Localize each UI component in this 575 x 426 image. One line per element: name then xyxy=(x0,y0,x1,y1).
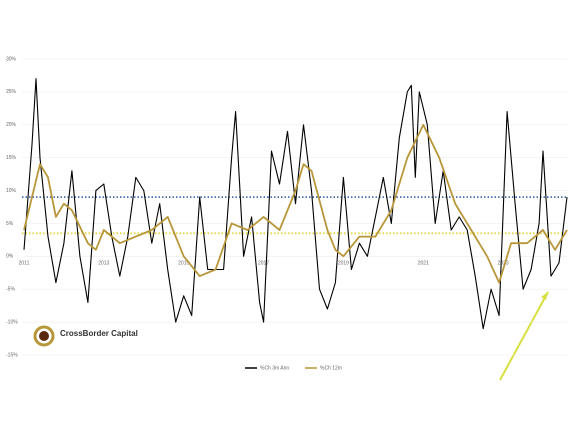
logo-core xyxy=(39,331,49,341)
y-tick-label: 0% xyxy=(6,254,14,260)
y-tick-label: 30% xyxy=(6,56,17,62)
y-tick-label: 25% xyxy=(6,89,17,95)
series-line xyxy=(23,78,568,330)
y-tick-label: 5% xyxy=(6,221,14,227)
logo-ring xyxy=(33,325,55,347)
x-tick-label: 2023 xyxy=(498,261,509,267)
legend-label: %Ch 12m xyxy=(320,365,342,371)
arrow-head xyxy=(541,292,548,300)
series-line xyxy=(23,123,568,284)
y-tick-label: -15% xyxy=(6,352,18,358)
x-tick-label: 2015 xyxy=(178,261,189,267)
x-tick-label: 2019 xyxy=(338,261,349,267)
x-tick-label: 2013 xyxy=(98,261,109,267)
logo: CrossBorder Capital xyxy=(33,325,138,347)
y-tick-label: 10% xyxy=(6,188,17,194)
y-tick-label: 20% xyxy=(6,122,17,128)
x-tick-label: 2011 xyxy=(19,261,30,267)
logo-text: CrossBorder Capital xyxy=(60,329,138,338)
arrow xyxy=(499,291,549,381)
x-tick-label: 2021 xyxy=(418,261,429,267)
y-tick-label: 15% xyxy=(6,155,17,161)
y-tick-label: -10% xyxy=(6,319,18,325)
y-tick-label: -5% xyxy=(6,287,15,293)
legend-label: %Ch 3m Ann xyxy=(260,365,289,371)
x-tick-label: 2017 xyxy=(258,261,269,267)
